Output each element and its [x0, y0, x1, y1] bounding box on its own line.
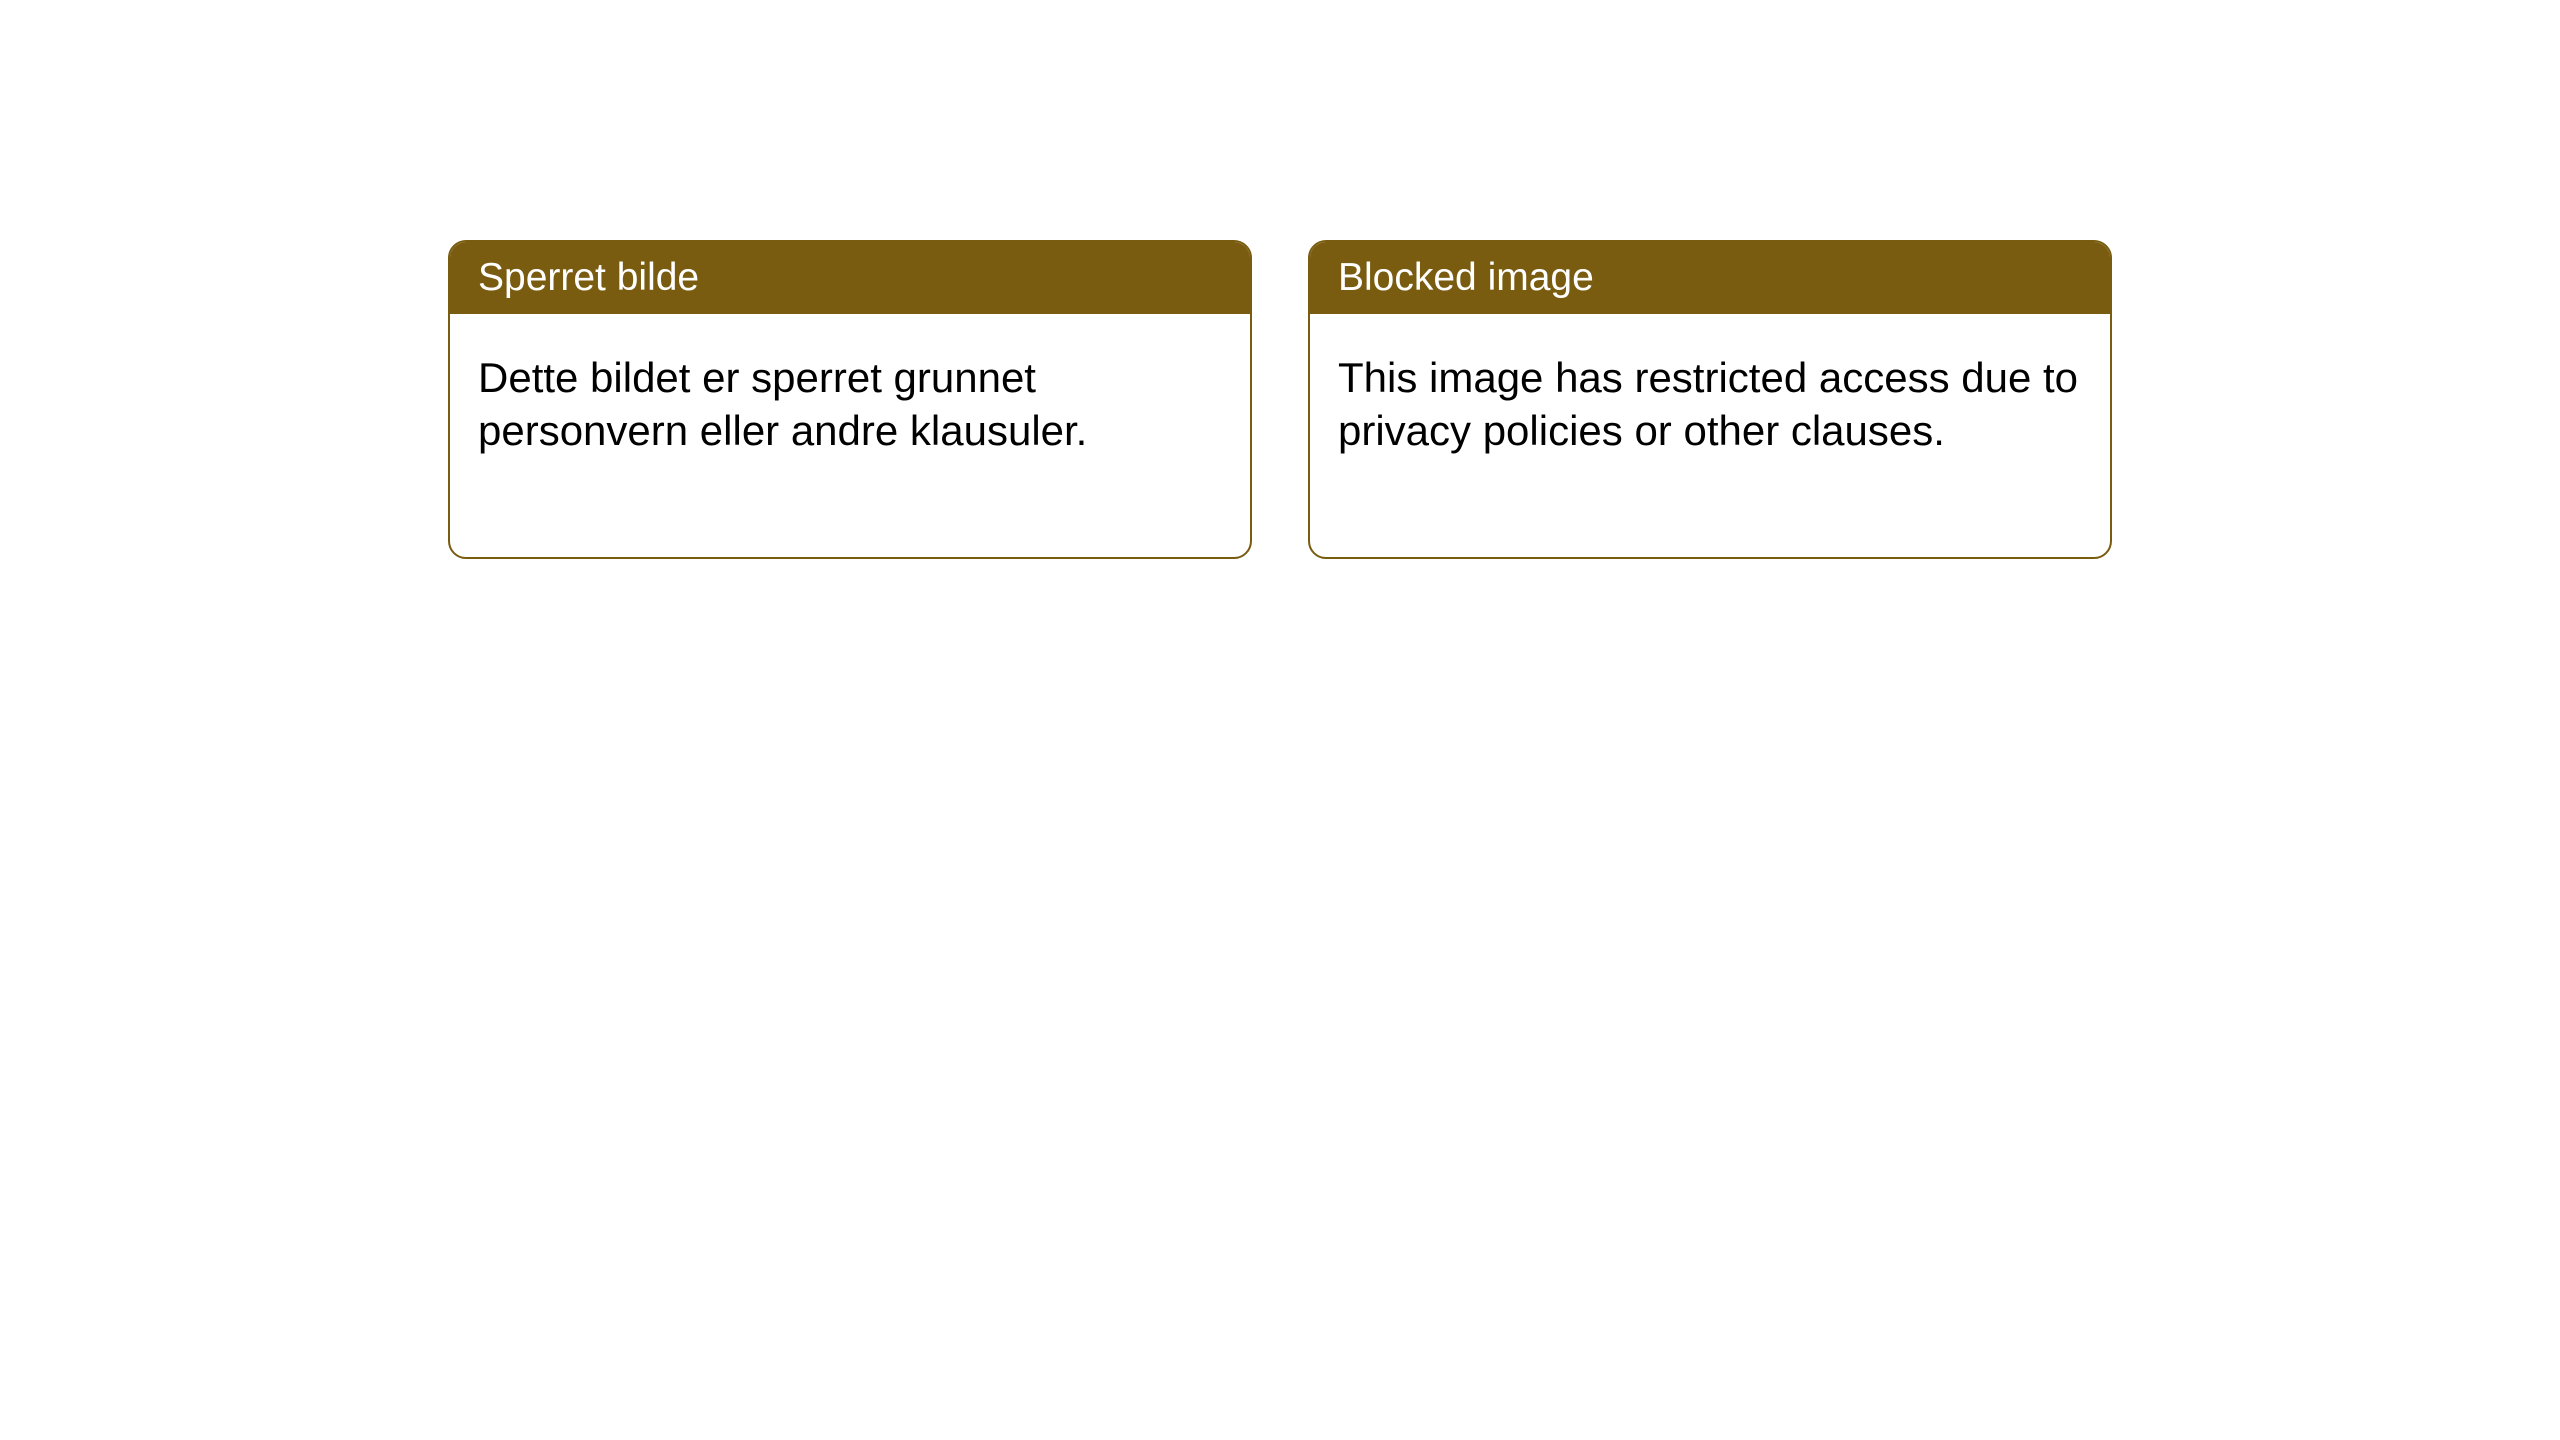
notice-card-norwegian: Sperret bilde Dette bildet er sperret gr… [448, 240, 1252, 559]
notice-cards-container: Sperret bilde Dette bildet er sperret gr… [448, 240, 2112, 559]
notice-card-header: Blocked image [1310, 242, 2110, 314]
notice-body-text: Dette bildet er sperret grunnet personve… [478, 354, 1087, 454]
notice-title: Blocked image [1338, 256, 1594, 299]
notice-card-english: Blocked image This image has restricted … [1308, 240, 2112, 559]
notice-card-header: Sperret bilde [450, 242, 1250, 314]
notice-card-body: Dette bildet er sperret grunnet personve… [450, 314, 1250, 557]
notice-body-text: This image has restricted access due to … [1338, 354, 2078, 454]
notice-card-body: This image has restricted access due to … [1310, 314, 2110, 557]
notice-title: Sperret bilde [478, 256, 699, 299]
